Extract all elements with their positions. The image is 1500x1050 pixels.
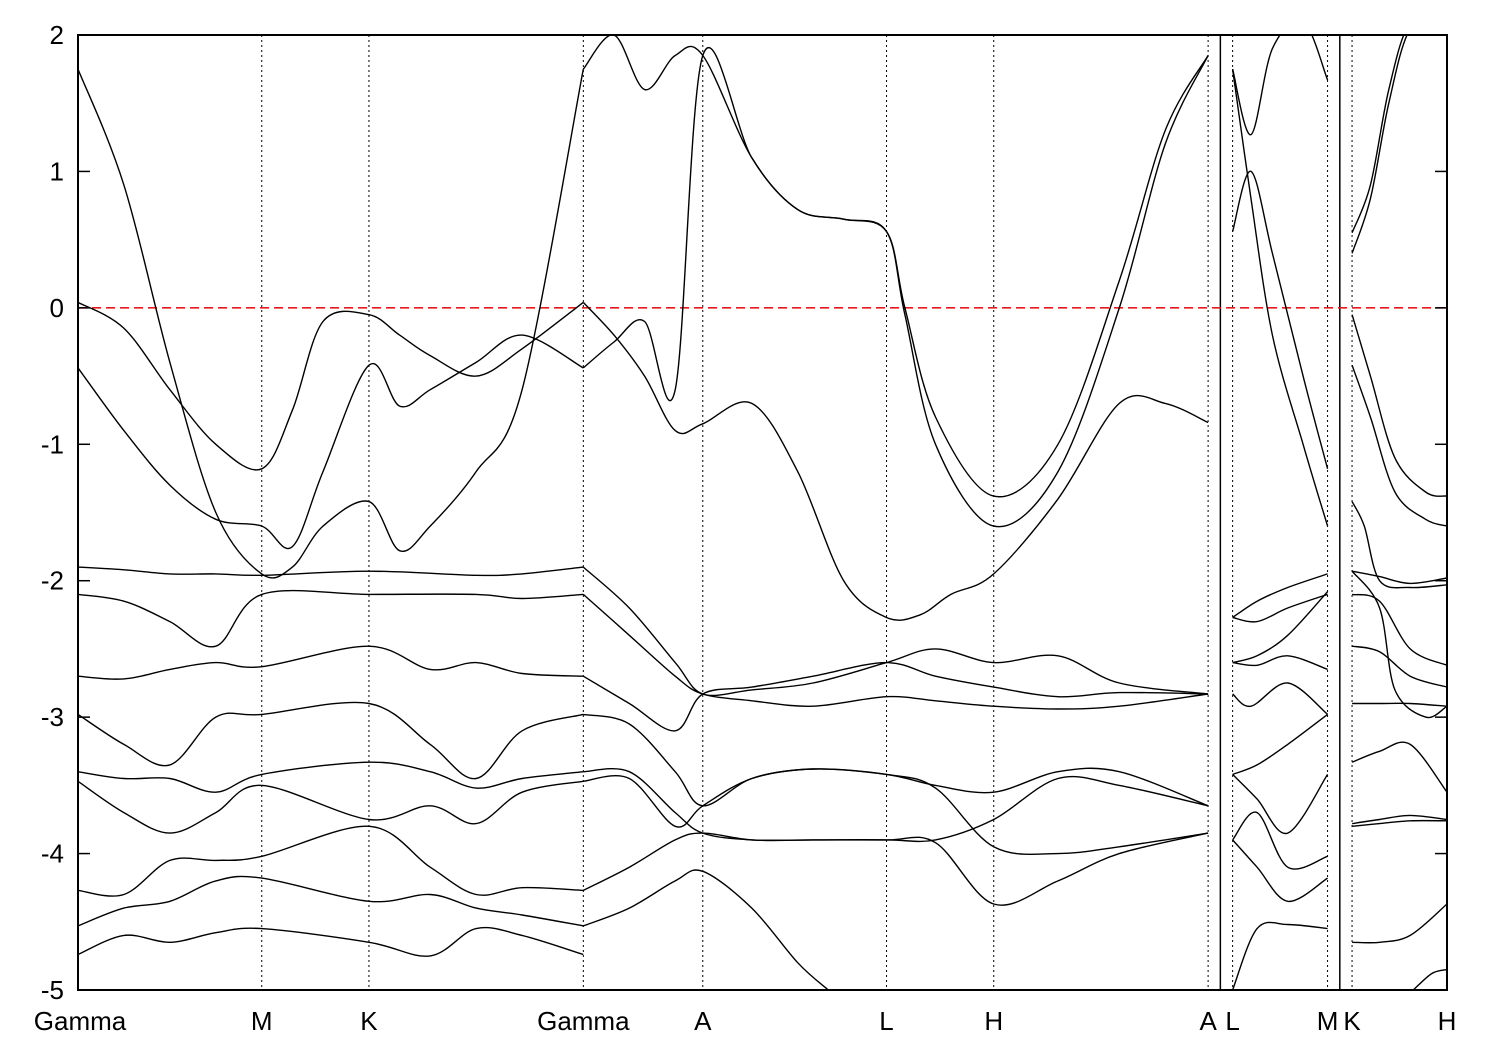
band-line (1232, 811, 1328, 870)
band-line (1231, 921, 1328, 990)
band-line (78, 825, 584, 897)
band-line (1412, 968, 1447, 990)
band-line (1351, 35, 1405, 234)
band-line (1351, 570, 1447, 719)
band-line (78, 301, 584, 471)
band-line (78, 566, 584, 577)
band-line (582, 832, 1209, 906)
x-tick-label: Gamma (34, 1006, 127, 1036)
band-line (583, 768, 1209, 843)
band-line (1351, 741, 1447, 793)
plot-frame (77, 34, 1448, 991)
y-tick-label: -1 (41, 429, 64, 459)
y-tick-label: -3 (41, 702, 64, 732)
band-line (583, 713, 1209, 807)
band-line (78, 68, 584, 579)
band-line (582, 593, 1209, 710)
band-line (1351, 501, 1447, 589)
band-line (1351, 35, 1408, 254)
band-line (78, 780, 584, 834)
y-tick-label: 0 (50, 293, 64, 323)
x-axis-labels: Gamma M K Gamma A L H A L M K H (34, 1006, 1457, 1036)
band-line (583, 768, 1209, 856)
x-tick-label: L (1225, 1006, 1239, 1036)
band-line (1351, 593, 1447, 666)
x-tick-label: M (1317, 1006, 1339, 1036)
band-line (1232, 573, 1328, 619)
band-line (1232, 773, 1329, 834)
band-line (78, 761, 584, 793)
band-line (1231, 35, 1329, 136)
symmetry-gridlines (261, 35, 1353, 990)
x-tick-label: Gamma (537, 1006, 630, 1036)
band-line (1351, 645, 1447, 688)
band-line (1231, 69, 1329, 527)
band-line (583, 869, 829, 990)
band-line (1352, 903, 1447, 944)
x-tick-label: H (1438, 1006, 1457, 1036)
band-line (582, 301, 1209, 621)
band-line (78, 589, 584, 648)
y-tick-label: 1 (50, 156, 64, 186)
band-lines (78, 35, 1447, 990)
band-line (582, 46, 1209, 498)
band-line (1232, 591, 1329, 664)
plot-border (77, 34, 1448, 991)
band-line (1231, 170, 1329, 469)
band-line (78, 875, 584, 927)
x-tick-label: K (360, 1006, 378, 1036)
band-line (1352, 819, 1447, 827)
band-line (78, 645, 584, 680)
band-line (1232, 655, 1328, 671)
band-line (78, 926, 584, 957)
band-line (1352, 702, 1447, 707)
band-line (1351, 364, 1447, 527)
y-tick-label: -5 (41, 975, 64, 1005)
band-line (582, 35, 1209, 528)
band-line (1351, 814, 1447, 825)
band-line (1232, 713, 1329, 776)
band-line (78, 334, 584, 550)
band-line (1232, 593, 1328, 623)
x-tick-label: L (879, 1006, 893, 1036)
y-tick-label: 2 (50, 20, 64, 50)
x-tick-label: A (1199, 1006, 1217, 1036)
band-line (1232, 839, 1328, 903)
y-tick-label: -4 (41, 839, 64, 869)
band-line (78, 701, 584, 780)
x-tick-label: K (1343, 1006, 1361, 1036)
y-axis-ticks: -5 -4 -3 -2 -1 0 1 2 (41, 20, 1447, 1005)
x-tick-label: H (984, 1006, 1003, 1036)
band-line (1232, 682, 1329, 715)
band-line (582, 661, 1209, 732)
y-tick-label: -2 (41, 566, 64, 596)
band-line (1351, 570, 1447, 585)
x-tick-label: A (694, 1006, 712, 1036)
band-line (1351, 314, 1447, 497)
band-line (582, 566, 1209, 697)
x-tick-label: M (251, 1006, 273, 1036)
